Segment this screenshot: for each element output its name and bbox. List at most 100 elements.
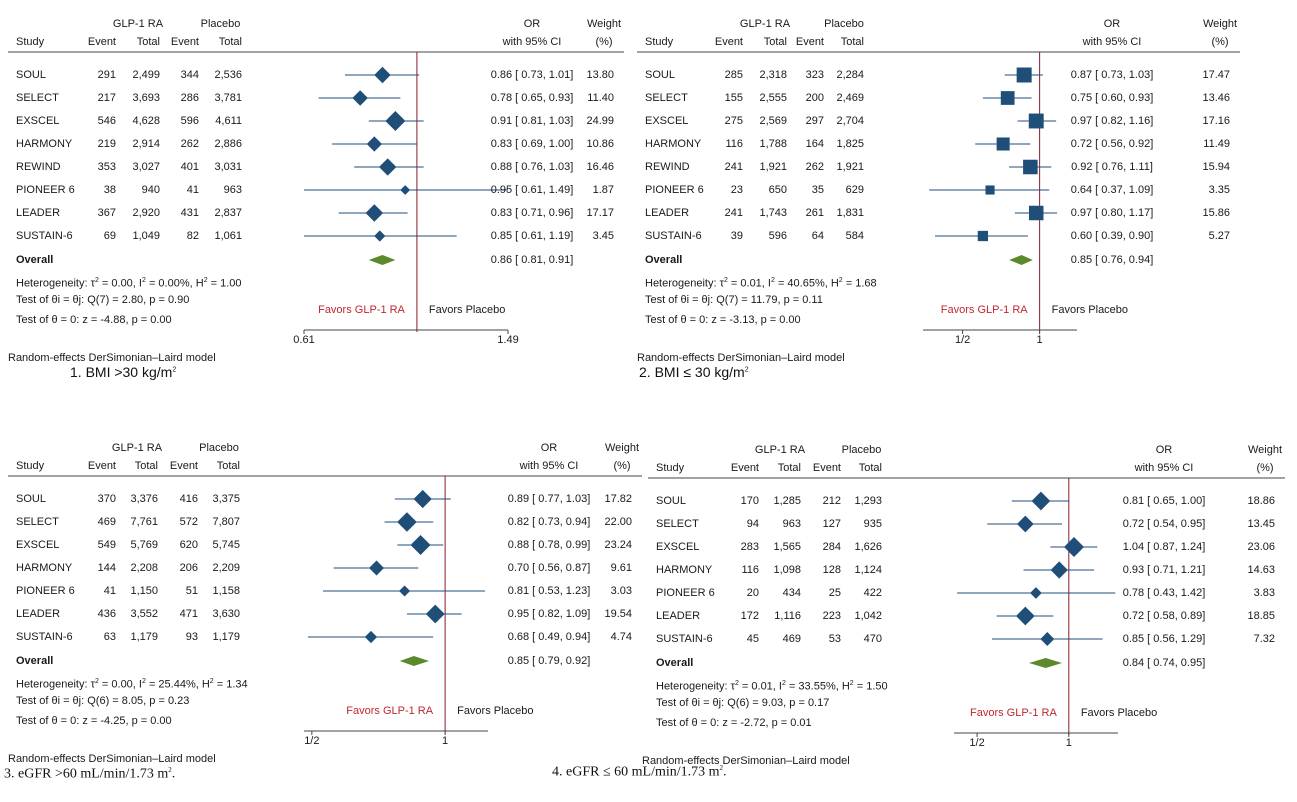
point-estimate-diamond — [365, 204, 384, 222]
point-estimate-square — [1000, 91, 1015, 105]
header-placebo: Placebo — [841, 444, 882, 456]
overall-or-ci: 0.85 [ 0.76, 0.94] — [1070, 254, 1154, 266]
weight-value: 13.45 — [1247, 518, 1275, 530]
study-name: HARMONY — [645, 138, 702, 150]
header-glp1ra: GLP-1 RA — [112, 18, 164, 30]
study-name: PIONEER 6 — [16, 585, 75, 597]
overall-label: Overall — [16, 254, 54, 266]
header-placebo: Placebo — [824, 18, 864, 30]
or-ci-value: 0.75 [ 0.60, 0.93] — [1070, 92, 1154, 104]
weight-value: 13.46 — [1202, 92, 1230, 104]
weight-value: 22.00 — [604, 516, 632, 528]
header-total: Total — [858, 462, 882, 474]
placebo-events: 25 — [828, 587, 841, 599]
or-ci-value: 0.78 [ 0.43, 1.42] — [1122, 587, 1206, 599]
glp1-total: 940 — [141, 184, 160, 196]
header-event: Event — [795, 36, 824, 48]
header-event: Event — [87, 36, 116, 48]
point-estimate-square — [977, 230, 989, 242]
point-estimate-diamond — [385, 111, 406, 131]
header-total: Total — [134, 460, 158, 472]
glp1-events: 291 — [97, 69, 116, 81]
header-weight: Weight — [1247, 444, 1283, 456]
placebo-events: 471 — [179, 608, 198, 620]
study-name: PIONEER 6 — [656, 587, 715, 599]
q-test: Test of θi = θj: Q(7) = 2.80, p = 0.90 — [16, 294, 190, 306]
weight-value: 3.03 — [610, 585, 632, 597]
z-test: Test of θ = 0: z = -4.25, p = 0.00 — [16, 715, 172, 727]
point-estimate-diamond — [425, 604, 445, 624]
glp1-events: 41 — [103, 585, 116, 597]
x-tick-label: 1 — [442, 735, 449, 747]
favors-placebo-label: Favors Placebo — [1051, 304, 1129, 316]
or-ci-value: 0.86 [ 0.73, 1.01] — [490, 69, 574, 81]
header-total: Total — [136, 36, 160, 48]
header-weight: Weight — [1202, 18, 1238, 30]
placebo-events: 127 — [822, 518, 841, 530]
z-test: Test of θ = 0: z = -2.72, p = 0.01 — [656, 717, 812, 729]
placebo-events: 262 — [805, 161, 824, 173]
glp1-events: 38 — [103, 184, 116, 196]
glp1-total: 4,628 — [132, 115, 160, 127]
weight-value: 15.94 — [1202, 161, 1230, 173]
header-weight-unit: (%) — [1211, 36, 1229, 48]
placebo-events: 51 — [185, 585, 198, 597]
study-name: REWIND — [16, 161, 61, 173]
glp1-total: 2,499 — [132, 69, 160, 81]
placebo-events: 64 — [811, 230, 824, 242]
z-test: Test of θ = 0: z = -3.13, p = 0.00 — [645, 314, 801, 326]
weight-value: 3.45 — [592, 230, 614, 242]
weight-value: 17.16 — [1202, 115, 1230, 127]
overall-diamond — [368, 255, 396, 265]
model-note: Random-effects DerSimonian–Laird model — [637, 352, 845, 364]
placebo-total: 3,031 — [214, 161, 242, 173]
panel-caption: 2. BMI ≤ 30 kg/m2 — [639, 364, 749, 380]
model-note: Random-effects DerSimonian–Laird model — [8, 753, 216, 765]
glp1-total: 1,285 — [773, 495, 801, 507]
study-name: HARMONY — [656, 564, 713, 576]
weight-value: 14.63 — [1247, 564, 1275, 576]
model-note: Random-effects DerSimonian–Laird model — [8, 352, 216, 364]
header-glp1ra: GLP-1 RA — [754, 444, 806, 456]
glp1-total: 3,693 — [132, 92, 160, 104]
study-name: SOUL — [16, 69, 46, 81]
caption-superscript: 2 — [168, 766, 172, 774]
x-tick-label: 1 — [1036, 334, 1043, 346]
point-estimate-diamond — [366, 136, 382, 152]
study-name: REWIND — [645, 161, 690, 173]
or-ci-value: 0.97 [ 0.80, 1.17] — [1070, 207, 1154, 219]
study-name: SUSTAIN-6 — [16, 631, 73, 643]
header-event: Event — [714, 36, 743, 48]
glp1-events: 546 — [97, 115, 116, 127]
header-ci: with 95% CI — [519, 460, 579, 472]
or-ci-value: 0.82 [ 0.73, 0.94] — [507, 516, 591, 528]
favors-placebo-label: Favors Placebo — [428, 304, 506, 316]
or-ci-value: 0.91 [ 0.81, 1.03] — [490, 115, 574, 127]
caption-superscript: 2 — [172, 366, 177, 374]
placebo-total: 470 — [863, 633, 882, 645]
header-placebo: Placebo — [200, 18, 241, 30]
point-estimate-diamond — [369, 560, 385, 576]
placebo-total: 2,837 — [214, 207, 242, 219]
weight-value: 23.06 — [1247, 541, 1275, 553]
placebo-events: 416 — [179, 493, 198, 505]
placebo-total: 629 — [845, 184, 864, 196]
placebo-total: 1,042 — [854, 610, 882, 622]
overall-or-ci: 0.84 [ 0.74, 0.95] — [1122, 657, 1206, 669]
header-study: Study — [656, 462, 685, 474]
weight-value: 7.32 — [1253, 633, 1275, 645]
placebo-total: 7,807 — [212, 516, 240, 528]
or-ci-value: 0.88 [ 0.76, 1.03] — [490, 161, 574, 173]
header-or: OR — [523, 18, 541, 30]
or-ci-value: 0.85 [ 0.61, 1.19] — [490, 230, 574, 242]
glp1-events: 353 — [97, 161, 116, 173]
point-estimate-diamond — [399, 585, 411, 597]
header-event: Event — [170, 36, 199, 48]
favors-glp1ra-label: Favors GLP-1 RA — [318, 304, 405, 316]
model-note: Random-effects DerSimonian–Laird model — [642, 755, 850, 767]
point-estimate-square — [1016, 67, 1032, 83]
header-study: Study — [16, 460, 45, 472]
panel-caption: 4. eGFR ≤ 60 mL/min/1.73 m2. — [552, 764, 727, 780]
glp1-total: 963 — [782, 518, 801, 530]
header-total: Total — [777, 462, 801, 474]
